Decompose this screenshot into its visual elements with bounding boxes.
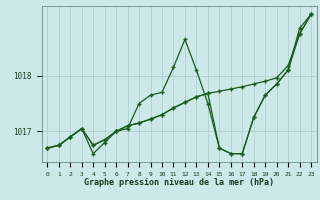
X-axis label: Graphe pression niveau de la mer (hPa): Graphe pression niveau de la mer (hPa) <box>84 178 274 187</box>
